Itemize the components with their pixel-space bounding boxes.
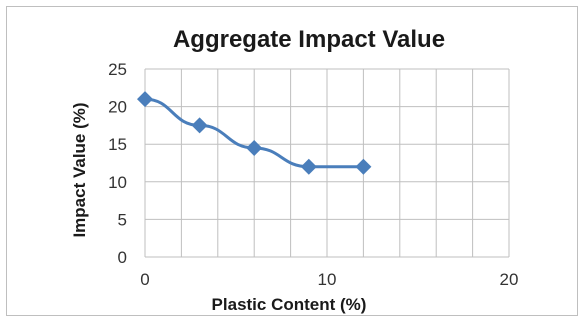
- x-axis-title: Plastic Content (%): [212, 295, 367, 314]
- data-point-marker: [191, 117, 208, 134]
- x-tick-label: 10: [318, 270, 337, 289]
- data-point-marker: [355, 158, 372, 175]
- y-tick-label: 20: [108, 98, 127, 117]
- grid-layer: [144, 68, 510, 258]
- y-tick-label: 25: [108, 60, 127, 79]
- series-layer: [137, 91, 372, 175]
- y-tick-label: 0: [118, 248, 127, 267]
- y-tick-label: 10: [108, 173, 127, 192]
- data-point-marker: [137, 91, 153, 108]
- chart-frame: Aggregate Impact Value 0 5 10 15 20 25 0 10 20 P…: [6, 6, 578, 316]
- chart-svg: Aggregate Impact Value 0 5 10 15 20 25 0 10 20 P…: [70, 26, 518, 314]
- x-tick-label: 0: [140, 270, 149, 289]
- tick-labels: 0 5 10 15 20 25 0 10 20: [108, 60, 518, 289]
- x-tick-label: 20: [500, 270, 519, 289]
- y-tick-label: 15: [108, 135, 127, 154]
- y-axis-title: Impact Value (%): [70, 102, 89, 237]
- y-tick-label: 5: [118, 210, 127, 229]
- data-point-marker: [246, 139, 263, 156]
- chart-title: Aggregate Impact Value: [173, 26, 445, 53]
- data-point-marker: [300, 158, 317, 175]
